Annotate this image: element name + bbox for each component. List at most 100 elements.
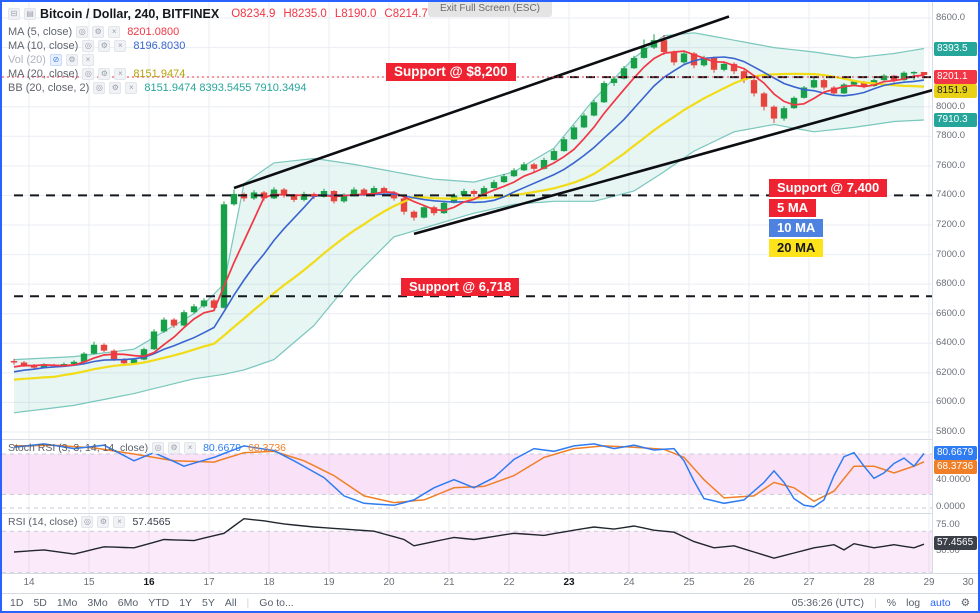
stoch-rsi-svg[interactable]: [2, 440, 932, 513]
eye-icon[interactable]: ◎: [76, 26, 89, 38]
close-icon[interactable]: ×: [114, 40, 127, 52]
indicator-name[interactable]: MA (20, close): [8, 68, 79, 80]
support-8200-label[interactable]: Support @ $8,200: [386, 63, 516, 81]
close-icon[interactable]: ×: [81, 54, 94, 66]
price-axis-tick: 7600.0: [936, 159, 966, 171]
price-axis-tick: 40.0000: [936, 474, 971, 485]
indicator-value: 8201.0800: [127, 26, 180, 38]
eye-icon[interactable]: ◎: [93, 82, 106, 94]
time-axis-label: 25: [683, 577, 695, 588]
open-value: O8234.9: [231, 8, 276, 20]
range-button-ytd[interactable]: YTD: [148, 596, 170, 609]
stoch-rsi-pane[interactable]: [2, 439, 932, 513]
stoch-rsi-legend: Stoch RSI (3, 3, 14, 14, close) ◎ ⚙ × 80…: [8, 442, 286, 454]
exit-fullscreen-button[interactable]: Exit Full Screen (ESC): [427, 2, 553, 17]
rsi-pane[interactable]: [2, 513, 932, 573]
ma20-label[interactable]: 20 MA: [769, 239, 824, 257]
settings-icon[interactable]: ⚙: [168, 442, 181, 454]
close-icon[interactable]: ×: [113, 516, 126, 528]
close-icon[interactable]: ×: [184, 442, 197, 454]
chart-style-icon[interactable]: ▤: [24, 8, 36, 20]
price-axis-tick: 8000.0: [936, 100, 966, 112]
settings-icon[interactable]: ⚙: [97, 516, 110, 528]
indicator-row-ma5: MA (5, close) ◎ ⚙ × 8201.0800: [8, 25, 432, 39]
price-badge: 8201.1: [934, 69, 977, 84]
price-axis-tick: 6600.0: [936, 307, 966, 319]
range-button-1y[interactable]: 1Y: [179, 596, 193, 609]
settings-icon[interactable]: ⚙: [98, 40, 111, 52]
range-button-1mo[interactable]: 1Mo: [56, 596, 78, 609]
collapse-icon[interactable]: ⊟: [8, 8, 20, 20]
support-7400-label[interactable]: Support @ 7,400: [769, 179, 888, 197]
settings-gear-icon[interactable]: ⚙: [960, 596, 970, 609]
time-axis[interactable]: 14 15 16 17 18 19 20 21 22 23 24 25 26 27 28 29 30: [2, 573, 978, 593]
chart-legend: ⊟ ▤ Bitcoin / Dollar, 240, BITFINEX O823…: [8, 5, 432, 95]
indicator-name[interactable]: Vol (20): [8, 54, 46, 66]
price-axis-tick: 8600.0: [936, 12, 966, 23]
settings-icon[interactable]: ⚙: [98, 68, 111, 80]
percent-scale-button[interactable]: %: [886, 596, 897, 609]
indicator-name[interactable]: RSI (14, close): [8, 516, 78, 528]
symbol-legend-row: ⊟ ▤ Bitcoin / Dollar, 240, BITFINEX O823…: [8, 5, 432, 23]
symbol-title[interactable]: Bitcoin / Dollar, 240, BITFINEX: [40, 7, 220, 21]
range-button-all[interactable]: All: [224, 596, 237, 609]
settings-icon[interactable]: ⚙: [65, 54, 78, 66]
close-icon[interactable]: ×: [125, 82, 138, 94]
range-selector: 1D 5D 1Mo 3Mo 6Mo YTD 1Y 5Y All: [10, 597, 237, 609]
close-icon[interactable]: ×: [114, 68, 127, 80]
price-axis-tick: 5800.0: [936, 426, 966, 437]
time-axis-label: 26: [743, 577, 755, 588]
price-axis-tick: 7000.0: [936, 248, 966, 260]
log-scale-button[interactable]: log: [906, 596, 921, 609]
range-button-5d[interactable]: 5D: [33, 596, 47, 609]
ma10-label[interactable]: 10 MA: [769, 219, 824, 237]
eye-icon[interactable]: ◎: [81, 516, 94, 528]
price-axis-tick: 6400.0: [936, 337, 966, 349]
goto-button[interactable]: Go to...: [259, 596, 294, 609]
price-axis-tick: 7400.0: [936, 189, 966, 201]
close-icon[interactable]: ×: [108, 26, 121, 38]
toolbar-divider: |: [874, 596, 877, 609]
indicator-name[interactable]: MA (5, close): [8, 26, 73, 38]
time-axis-label: 30: [962, 577, 974, 588]
range-button-1d[interactable]: 1D: [10, 596, 24, 609]
indicator-name[interactable]: Stoch RSI (3, 3, 14, 14, close): [8, 442, 149, 454]
eye-off-icon[interactable]: ⊘: [49, 54, 62, 66]
eye-icon[interactable]: ◎: [82, 68, 95, 80]
bottom-toolbar: 1D 5D 1Mo 3Mo 6Mo YTD 1Y 5Y All | Go to... 05:36…: [2, 593, 978, 611]
indicator-row-ma10: MA (10, close) ◎ ⚙ × 8196.8030: [8, 39, 432, 53]
toolbar-right-group: 05:36:26 (UTC) | % log auto ⚙: [792, 597, 970, 609]
indicator-value: 8151.9474: [133, 68, 186, 80]
range-button-5y[interactable]: 5Y: [202, 596, 215, 609]
price-axis-tick: 6800.0: [936, 278, 966, 290]
price-axis-tick: 6000.0: [936, 396, 966, 408]
close-value: C8214.7: [384, 8, 428, 20]
auto-scale-button[interactable]: auto: [930, 596, 951, 609]
indicator-name[interactable]: MA (10, close): [8, 40, 79, 52]
range-button-3mo[interactable]: 3Mo: [87, 596, 108, 609]
price-axis[interactable]: 8600.0 8000.0 7800.0 7600.0 7400.0 7200.0 7000…: [932, 2, 978, 573]
price-axis-tick: 7200.0: [936, 219, 966, 230]
indicator-row-ma20: MA (20, close) ◎ ⚙ × 8151.9474: [8, 67, 432, 81]
ma5-label[interactable]: 5 MA: [769, 199, 817, 217]
settings-icon[interactable]: ⚙: [92, 26, 105, 38]
range-button-6mo[interactable]: 6Mo: [117, 596, 139, 609]
support-6718-label[interactable]: Support @ 6,718: [401, 278, 520, 296]
clock: 05:36:26 (UTC): [791, 596, 865, 609]
price-badge: 7910.3: [934, 112, 977, 127]
eye-icon[interactable]: ◎: [82, 40, 95, 52]
indicator-value: 8196.8030: [133, 40, 186, 52]
rsi-svg[interactable]: [2, 514, 932, 573]
time-axis-label: 29: [923, 577, 935, 588]
price-badge: 8393.5: [934, 41, 977, 56]
stoch-k-value: 80.6679: [203, 442, 242, 454]
indicator-name[interactable]: BB (20, close, 2): [8, 82, 90, 94]
time-axis-label: 14: [23, 577, 35, 588]
toolbar-divider: |: [246, 596, 250, 609]
eye-icon[interactable]: ◎: [152, 442, 165, 454]
indicator-row-volume: Vol (20) ⊘ ⚙ ×: [8, 53, 432, 67]
settings-icon[interactable]: ⚙: [109, 82, 122, 94]
time-axis-label: 20: [383, 577, 395, 588]
price-axis-tick: 7800.0: [936, 130, 966, 142]
